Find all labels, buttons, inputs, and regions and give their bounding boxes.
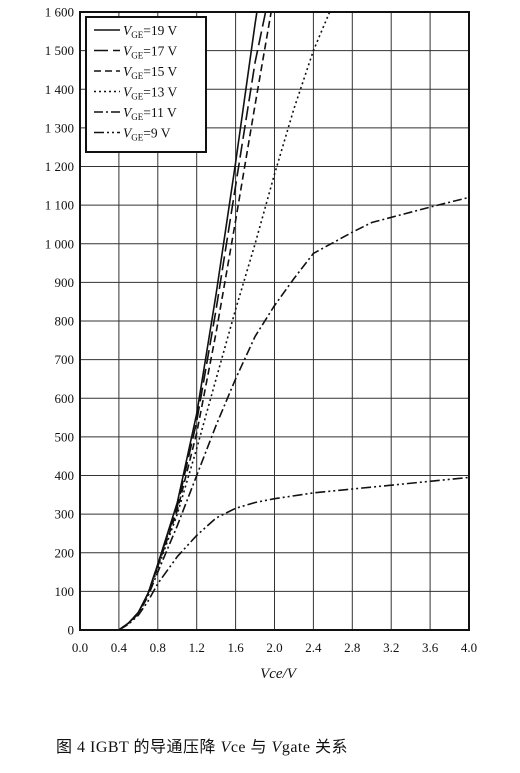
x-tick-label: 0.8 — [150, 640, 166, 655]
y-tick-label: 400 — [55, 468, 75, 483]
chart: 0 100 200 300 400 500 600 700 800 900 1 000 1 100 1 … — [45, 5, 477, 683]
y-tick-label: 700 — [55, 352, 75, 367]
y-tick-label: 1 000 — [45, 236, 74, 251]
x-tick-label: 3.6 — [422, 640, 439, 655]
y-tick-label: 1 200 — [45, 159, 74, 174]
y-tick-labels: 0 100 200 300 400 500 600 700 800 900 1 000 1 100 1 … — [45, 5, 74, 638]
y-tick-label: 500 — [55, 429, 75, 444]
x-tick-labels: 0.0 0.4 0.8 1.2 1.6 2.0 2.4 2.8 3.2 3.6 4.0 — [72, 640, 477, 655]
legend-entry-1: VGE=19 V — [123, 23, 177, 40]
x-tick-label: 2.8 — [344, 640, 360, 655]
y-tick-label: 1 400 — [45, 82, 74, 97]
y-tick-label: 900 — [55, 275, 75, 290]
x-tick-label: 3.2 — [383, 640, 399, 655]
y-tick-label: 1 300 — [45, 120, 74, 135]
caption-var2: V — [271, 739, 282, 756]
x-tick-label: 0.0 — [72, 640, 88, 655]
x-tick-label: 4.0 — [461, 640, 477, 655]
caption-suffix: gate 关系 — [281, 739, 348, 756]
series-line-5 — [118, 196, 469, 630]
plot-frame — [79, 11, 470, 631]
x-axis-label: Vce/V — [260, 666, 298, 682]
y-tick-label: 1 500 — [45, 43, 74, 58]
legend-entry-4: VGE=13 V — [123, 85, 177, 102]
legend-entry-5: VGE=11 V — [123, 105, 177, 122]
legend-box — [85, 16, 207, 153]
x-tick-label: 2.0 — [266, 640, 282, 655]
y-tick-label: 200 — [55, 545, 75, 560]
caption-mid1: ce 与 — [230, 739, 272, 756]
x-tick-label: 1.2 — [189, 640, 205, 655]
series-layer — [118, 12, 469, 630]
y-tick-label: 600 — [55, 391, 75, 406]
legend-entry-3: VGE=15 V — [123, 64, 177, 81]
legend: VGE=19 V VGE=17 V VGE=15 V VGE=13 V VGE=11 V… — [85, 16, 207, 153]
series-line-3 — [118, 12, 272, 630]
caption-var1: V — [220, 739, 231, 756]
legend-entry-6: VGE=9 V — [123, 126, 171, 143]
x-tick-label: 0.4 — [111, 640, 128, 655]
y-tick-label: 0 — [68, 623, 75, 638]
caption-prefix: 图 4 IGBT 的导通压降 — [56, 739, 221, 756]
y-tick-label: 300 — [55, 507, 75, 522]
y-tick-label: 800 — [55, 314, 75, 329]
y-tick-label: 1 600 — [45, 5, 74, 20]
x-tick-label: 2.4 — [305, 640, 322, 655]
figure-caption: 图 4 IGBT 的导通压降 Vce 与 Vgate 关系 — [56, 733, 348, 757]
x-tick-label: 1.6 — [227, 640, 244, 655]
legend-entry-2: VGE=17 V — [123, 44, 177, 61]
series-line-4 — [118, 12, 331, 630]
series-line-6 — [118, 476, 469, 630]
y-tick-label: 100 — [55, 584, 75, 599]
y-tick-label: 1 100 — [45, 198, 74, 213]
